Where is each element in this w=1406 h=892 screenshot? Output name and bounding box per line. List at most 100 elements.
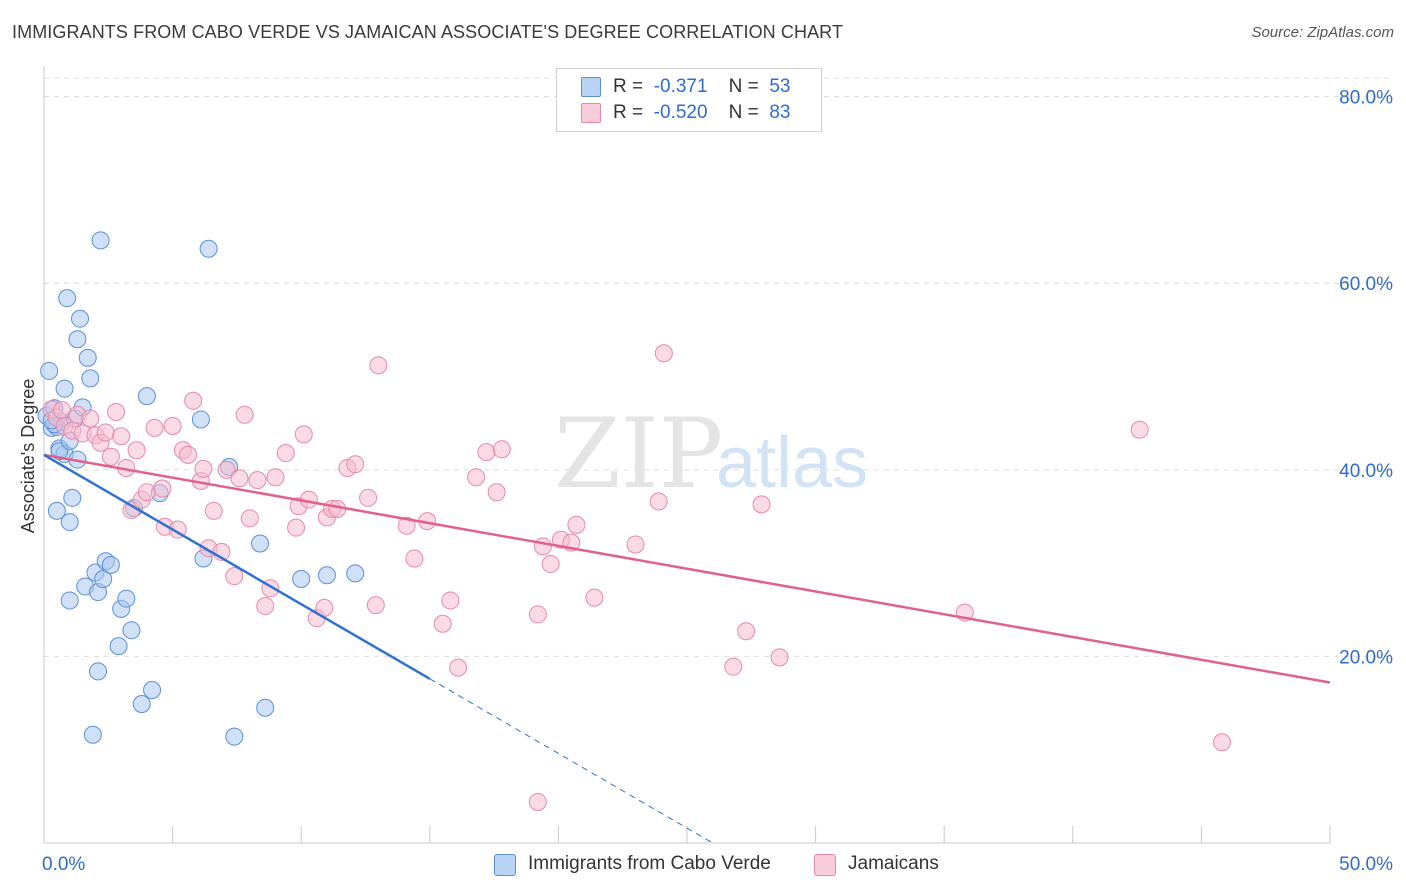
data-point-jamaicans [107, 402, 126, 421]
data-point-cabo-verde [346, 564, 365, 583]
data-point-jamaicans [294, 425, 313, 444]
data-point-jamaicans [81, 409, 100, 428]
legend-n-label: N = [728, 102, 759, 123]
data-point-cabo-verde [40, 361, 59, 380]
data-point-jamaicans [235, 405, 254, 424]
legend-r-label: R = [613, 102, 644, 123]
data-point-cabo-verde [132, 694, 151, 713]
data-point-cabo-verde [317, 566, 336, 585]
data-point-jamaicans [248, 471, 267, 490]
data-point-jamaicans [405, 549, 424, 568]
data-point-cabo-verde [225, 727, 244, 746]
data-point-jamaicans [528, 792, 547, 811]
data-point-jamaicans [441, 591, 460, 610]
data-point-cabo-verde [94, 569, 113, 588]
data-point-jamaicans [770, 648, 789, 667]
data-point-cabo-verde [251, 534, 270, 553]
bottom-legend-label: Jamaicans [848, 853, 939, 874]
y-axis-label: Associate's Degree [18, 379, 38, 534]
legend-n-value: 53 [769, 76, 791, 97]
data-point-cabo-verde [117, 589, 136, 608]
legend-n-value: 83 [769, 102, 791, 123]
data-point-jamaicans [163, 416, 182, 435]
data-point-cabo-verde [68, 330, 87, 349]
data-point-jamaicans [1130, 420, 1149, 439]
data-point-jamaicans [112, 427, 131, 446]
data-point-jamaicans [724, 657, 743, 676]
data-point-jamaicans [752, 495, 771, 514]
data-point-cabo-verde [143, 681, 162, 699]
data-point-jamaicans [127, 441, 146, 460]
data-point-jamaicans [449, 658, 468, 677]
data-point-cabo-verde [83, 725, 102, 744]
data-point-jamaicans [487, 483, 506, 502]
data-point-cabo-verde [60, 513, 79, 532]
chart-title: IMMIGRANTS FROM CABO VERDE VS JAMAICAN A… [12, 22, 844, 42]
data-point-jamaicans [366, 596, 385, 615]
data-point-jamaicans [179, 445, 198, 464]
data-point-cabo-verde [71, 309, 90, 328]
source-label: Source: ZipAtlas.com [1251, 24, 1394, 41]
data-point-jamaicans [541, 555, 560, 574]
data-point-jamaicans [654, 344, 673, 363]
bottom-legend-swatch-pink [814, 854, 836, 876]
data-point-jamaicans [240, 509, 259, 528]
grid [44, 77, 1394, 657]
trend-line-cabo-verde-extension [429, 678, 713, 844]
data-point-jamaicans [153, 479, 172, 498]
data-point-jamaicans [649, 492, 668, 511]
data-point-cabo-verde [81, 369, 100, 388]
tick-labels: 20.0% 40.0% 60.0% 80.0% 0.0% 50.0% [42, 88, 1393, 875]
correlation-legend: R = -0.371 N = 53 R = -0.520 N = 83 [556, 68, 822, 132]
bottom-legend-swatch-blue [494, 854, 516, 876]
watermark-atlas: atlas [716, 423, 868, 503]
data-point-cabo-verde [109, 637, 128, 656]
data-point-jamaicans [204, 501, 223, 520]
data-point-cabo-verde [63, 488, 82, 507]
data-point-jamaicans [225, 567, 244, 586]
legend-r-value: -0.520 [653, 102, 708, 123]
data-point-jamaicans [53, 401, 72, 420]
trend-lines [43, 453, 1331, 844]
data-point-jamaicans [533, 537, 552, 556]
data-point-cabo-verde [58, 289, 77, 308]
y-tick-label: 60.0% [1339, 274, 1393, 295]
data-point-jamaicans [477, 443, 496, 462]
x-tick-label: 50.0% [1339, 854, 1393, 875]
data-point-jamaicans [626, 535, 645, 554]
data-point-jamaicans [145, 418, 164, 437]
data-point-cabo-verde [101, 555, 120, 574]
data-point-cabo-verde [55, 379, 74, 398]
data-point-jamaicans [256, 597, 275, 616]
legend-swatch-pink [581, 103, 601, 123]
y-tick-label: 20.0% [1339, 647, 1393, 668]
data-point-jamaicans [397, 516, 416, 535]
data-point-jamaicans [184, 391, 203, 410]
trend-line-cabo-verde [43, 453, 431, 680]
series-jamaicans-points [42, 344, 1231, 811]
data-point-jamaicans [359, 488, 378, 507]
data-point-jamaicans [194, 459, 213, 478]
trend-line-jamaicans [43, 453, 1331, 684]
data-point-cabo-verde [256, 698, 275, 717]
legend-swatch-blue [581, 77, 601, 97]
data-point-jamaicans [96, 423, 115, 442]
data-point-jamaicans [1212, 733, 1231, 752]
data-point-cabo-verde [199, 239, 218, 258]
data-point-jamaicans [737, 622, 756, 641]
data-point-jamaicans [287, 518, 306, 537]
data-point-jamaicans [276, 444, 295, 463]
legend-r-value: -0.371 [653, 76, 708, 97]
data-point-cabo-verde [191, 410, 210, 429]
data-point-cabo-verde [78, 348, 97, 367]
x-tick-label: 0.0% [42, 854, 85, 875]
data-point-jamaicans [492, 440, 511, 459]
legend-r-label: R = [613, 76, 644, 97]
data-point-cabo-verde [122, 621, 141, 640]
data-point-jamaicans [567, 515, 586, 534]
data-point-jamaicans [101, 447, 120, 466]
data-point-jamaicans [585, 588, 604, 607]
data-point-cabo-verde [47, 501, 66, 520]
data-point-jamaicans [467, 468, 486, 487]
data-point-jamaicans [137, 483, 156, 502]
